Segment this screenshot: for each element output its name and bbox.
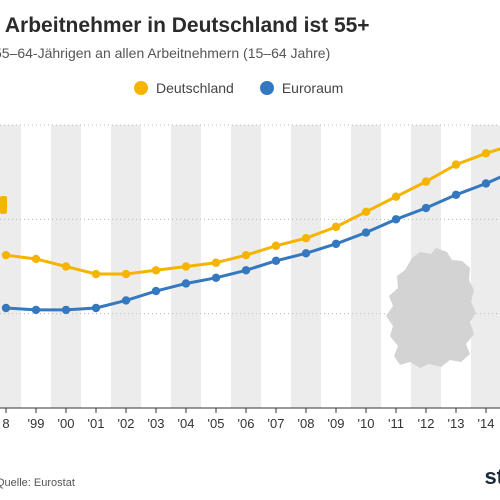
x-tick-label: '12 [418,416,435,431]
background-band [291,125,321,408]
x-tick-label: '00 [58,416,75,431]
legend-item-euroraum: Euroraum [259,80,344,96]
data-point-deutschland [121,269,131,279]
x-tick-label: '02 [118,416,135,431]
data-point-deutschland [481,149,491,158]
legend-label-deutschland: Deutschland [156,80,234,96]
germany-map-icon [386,248,476,368]
data-point-euroraum [331,239,341,249]
background-band [471,125,500,408]
data-point-deutschland [451,160,461,169]
data-point-euroraum [301,249,311,258]
data-point-deutschland [31,254,41,264]
data-point-euroraum [151,286,161,296]
x-tick-label: '07 [268,416,285,431]
x-tick-label: '09 [328,416,345,431]
data-point-euroraum [31,305,41,315]
legend-marker-euroraum [259,81,274,95]
data-point-deutschland [1,250,11,260]
background-bands [0,125,500,408]
data-point-deutschland [331,222,341,232]
x-tick-label: '11 [388,416,404,431]
annotation-marker [0,196,7,214]
legend: Deutschland Euroraum [134,80,369,96]
data-point-deutschland [271,241,281,250]
chart-subtitle: 55–64-Jährigen an allen Arbeitnehmern (1… [0,45,331,61]
data-point-deutschland [241,250,251,260]
x-tick-label: 8 [2,416,9,431]
data-point-euroraum [241,266,251,275]
x-tick-label: '06 [238,416,255,431]
data-point-euroraum [1,303,11,313]
data-point-deutschland [421,177,431,186]
data-point-deutschland [61,262,71,271]
x-tick-label: '14 [478,416,495,431]
chart-title: . Arbeitnehmer in Deutschland ist 55+ [0,14,370,37]
data-point-deutschland [151,266,161,275]
brand-logo: st [484,464,500,489]
data-point-deutschland [211,258,221,267]
x-tick-label: '03 [148,416,165,431]
data-point-euroraum [481,179,491,188]
data-point-deutschland [181,262,191,271]
data-point-euroraum [391,215,401,224]
x-tick-labels: 8 '99 '00 '01 '02 '03 '04 '05 '06 '07 '08 '09 '10 '11… [2,408,495,431]
data-point-deutschland [391,192,401,201]
data-point-deutschland [91,269,101,279]
series-line-deutschland [4,147,500,276]
data-point-deutschland [361,207,371,216]
x-tick-label: '99 [28,416,45,431]
data-point-euroraum [121,296,131,305]
data-point-euroraum [361,228,371,237]
background-band [111,125,141,408]
x-tick-label: '01 [88,416,105,431]
legend-label-euroraum: Euroraum [281,80,344,96]
legend-marker-deutschland [134,81,148,95]
data-point-euroraum [181,279,191,288]
x-tick-label: '04 [178,416,195,431]
series-line-euroraum [4,175,500,312]
data-point-euroraum [61,305,71,315]
legend-item-deutschland: Deutschland [134,80,234,96]
x-tick-label: '08 [298,416,315,431]
background-band [351,125,381,408]
data-point-euroraum [451,190,461,200]
x-tick-label: '05 [208,416,225,431]
line-chart: 8 '99 '00 '01 '02 '03 '04 '05 '06 '07 '08 '09 '10 '11… [0,124,500,431]
source-note: Quelle: Eurostat [0,477,75,489]
data-point-euroraum [421,203,431,213]
series-lines [4,147,500,312]
data-point-euroraum [91,303,101,313]
data-point-euroraum [271,256,281,266]
background-band [0,125,21,408]
data-point-euroraum [211,273,221,283]
series-points [1,149,491,315]
data-point-deutschland [301,234,311,243]
x-tick-label: '13 [448,416,465,431]
x-tick-label: '10 [358,416,375,431]
